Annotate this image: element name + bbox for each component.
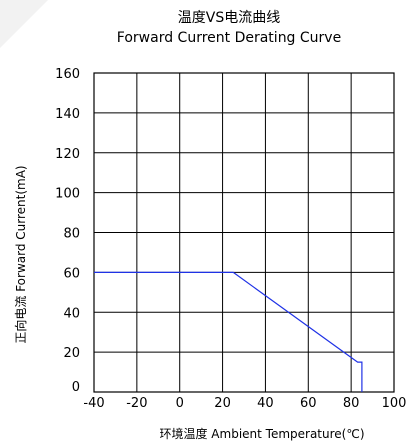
y-tick-label: 20 <box>63 346 80 361</box>
chart-title: Forward Current Derating Curve <box>116 30 342 46</box>
corner-decoration <box>0 0 48 48</box>
chart-title-chinese: 温度VS电流曲线 <box>177 10 281 26</box>
x-tick-label: 20 <box>214 396 231 411</box>
x-tick-label: -40 <box>83 396 104 411</box>
x-tick-label: 0 <box>176 396 184 411</box>
x-tick-label: 40 <box>257 396 274 411</box>
y-axis-label: 正向电流 Forward Current(mA) <box>13 165 28 343</box>
y-tick-label: 120 <box>55 147 80 162</box>
x-axis-ticks: -40 -20 0 20 40 60 80 100 <box>83 396 406 411</box>
y-axis-ticks: 0 20 40 60 80 100 120 140 160 <box>55 67 80 395</box>
y-tick-label: 100 <box>55 187 80 202</box>
y-tick-label: 140 <box>55 107 80 122</box>
x-tick-label: -20 <box>126 396 147 411</box>
x-axis-label: 环境温度 Ambient Temperature(℃) <box>159 426 364 441</box>
chart-series <box>94 271 363 392</box>
y-tick-label: 160 <box>55 67 80 82</box>
y-tick-label: 40 <box>63 306 80 321</box>
derating-line <box>94 271 363 392</box>
x-tick-label: 60 <box>300 396 317 411</box>
x-tick-label: 80 <box>343 396 360 411</box>
chart-grid <box>93 72 395 393</box>
x-tick-label: 100 <box>382 396 407 411</box>
y-tick-label: 0 <box>72 380 80 395</box>
y-tick-label: 60 <box>63 266 80 281</box>
y-tick-label: 80 <box>63 227 80 242</box>
